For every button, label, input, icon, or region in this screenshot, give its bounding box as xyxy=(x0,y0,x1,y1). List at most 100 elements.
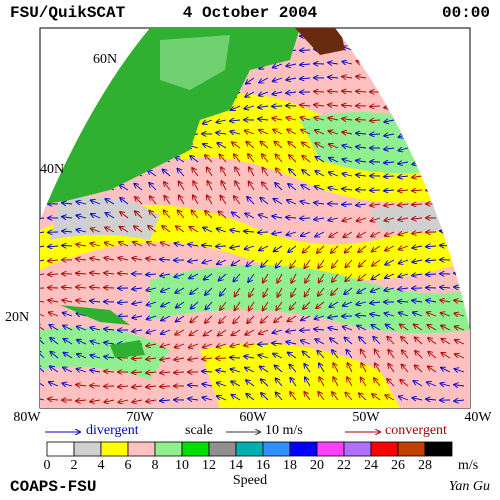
wind-arrow xyxy=(399,45,409,51)
wind-arrow xyxy=(371,231,381,237)
wind-arrow xyxy=(290,392,297,401)
wind-arrow xyxy=(202,371,213,372)
wind-arrow xyxy=(440,245,451,246)
wind-arrow xyxy=(104,273,115,274)
wind-arrow xyxy=(356,147,367,148)
wind-arrow xyxy=(146,274,157,275)
wind-arrow xyxy=(412,232,423,234)
wind-arrow xyxy=(205,155,213,163)
wind-arrow xyxy=(413,312,423,316)
wind-arrow xyxy=(414,324,423,331)
wind-arrow xyxy=(456,133,465,140)
wind-arrow xyxy=(398,176,409,177)
wind-arrow xyxy=(216,120,227,122)
wind-arrow xyxy=(146,372,157,373)
wind-arrow xyxy=(286,342,297,344)
wind-arrow xyxy=(162,226,171,233)
wind-arrow xyxy=(375,363,381,373)
wind-arrow xyxy=(442,105,451,113)
wind-arrow xyxy=(63,46,73,51)
wind-arrow xyxy=(192,168,199,177)
wind-arrow xyxy=(207,181,213,191)
color-swatch xyxy=(208,441,237,457)
wind-arrow xyxy=(204,273,213,280)
wind-arrow xyxy=(361,363,367,373)
wind-field xyxy=(40,28,470,408)
color-swatch xyxy=(73,441,102,457)
wind-arrow xyxy=(440,176,451,177)
wind-arrow xyxy=(276,168,283,177)
wind-arrow xyxy=(188,244,199,246)
wind-arrow xyxy=(203,144,213,149)
wind-arrow xyxy=(401,29,409,37)
wind-arrow xyxy=(329,231,339,237)
wind-arrow xyxy=(343,301,353,306)
wind-arrow xyxy=(248,273,255,282)
wind-arrow xyxy=(50,338,59,345)
wind-arrow xyxy=(49,312,59,316)
wind-arrow xyxy=(356,133,367,134)
wind-arrow xyxy=(246,259,255,266)
wind-arrow xyxy=(261,393,269,401)
wind-arrow xyxy=(456,30,465,37)
wind-arrow xyxy=(342,91,353,92)
tick-label: 22 xyxy=(337,458,351,473)
wind-arrow xyxy=(398,148,409,151)
wind-arrow xyxy=(286,232,297,235)
wind-arrow xyxy=(118,33,129,36)
wind-arrow xyxy=(176,226,185,233)
wind-arrow xyxy=(49,325,59,331)
wind-arrow xyxy=(76,47,87,50)
wind-arrow xyxy=(232,259,241,265)
wind-arrow xyxy=(259,130,269,135)
wind-arrow xyxy=(50,352,59,359)
wind-arrow xyxy=(146,358,157,359)
wind-arrow xyxy=(62,383,73,386)
wind-arrow xyxy=(120,227,129,233)
wind-arrow xyxy=(76,64,87,65)
wind-arrow xyxy=(274,142,283,149)
wind-arrow xyxy=(219,155,227,163)
wind-arrow xyxy=(90,400,101,402)
wind-arrow xyxy=(76,202,87,204)
wind-arrow xyxy=(261,315,269,323)
wind-arrow xyxy=(342,218,353,221)
color-swatch xyxy=(289,441,318,457)
wind-arrow xyxy=(90,243,101,246)
wind-arrow xyxy=(300,64,311,65)
wind-arrow xyxy=(454,259,465,260)
wind-arrow xyxy=(190,287,199,294)
wind-arrow xyxy=(412,92,423,95)
wind-arrow xyxy=(412,246,423,248)
wind-arrow xyxy=(357,326,367,331)
tick-label: 28 xyxy=(418,458,432,473)
wind-arrow xyxy=(342,76,353,78)
wind-arrow xyxy=(202,397,213,400)
wind-arrow xyxy=(347,377,353,387)
wind-arrow xyxy=(329,301,339,307)
wind-arrow xyxy=(328,118,339,120)
wind-arrow xyxy=(454,162,465,164)
color-swatch xyxy=(316,441,345,457)
wind-arrow xyxy=(146,400,157,402)
wind-arrow xyxy=(276,378,283,387)
lon-label: 60W xyxy=(239,410,267,425)
wind-arrow xyxy=(276,392,283,401)
wind-arrow xyxy=(304,392,311,401)
wind-arrow xyxy=(202,260,213,263)
wind-arrow xyxy=(160,372,171,373)
wind-arrow xyxy=(328,328,339,330)
wind-arrow xyxy=(49,91,59,96)
wind-arrow xyxy=(343,327,353,330)
wind-arrow xyxy=(345,245,353,253)
legend-scale: scale xyxy=(185,423,213,438)
wind-arrow xyxy=(118,386,129,387)
wind-arrow xyxy=(188,260,199,262)
wind-arrow xyxy=(303,301,311,309)
wind-arrow xyxy=(220,287,227,296)
wind-arrow xyxy=(232,329,241,335)
lat-label: 40N xyxy=(40,162,64,177)
wind-arrow xyxy=(288,352,297,359)
wind-arrow xyxy=(385,61,395,64)
